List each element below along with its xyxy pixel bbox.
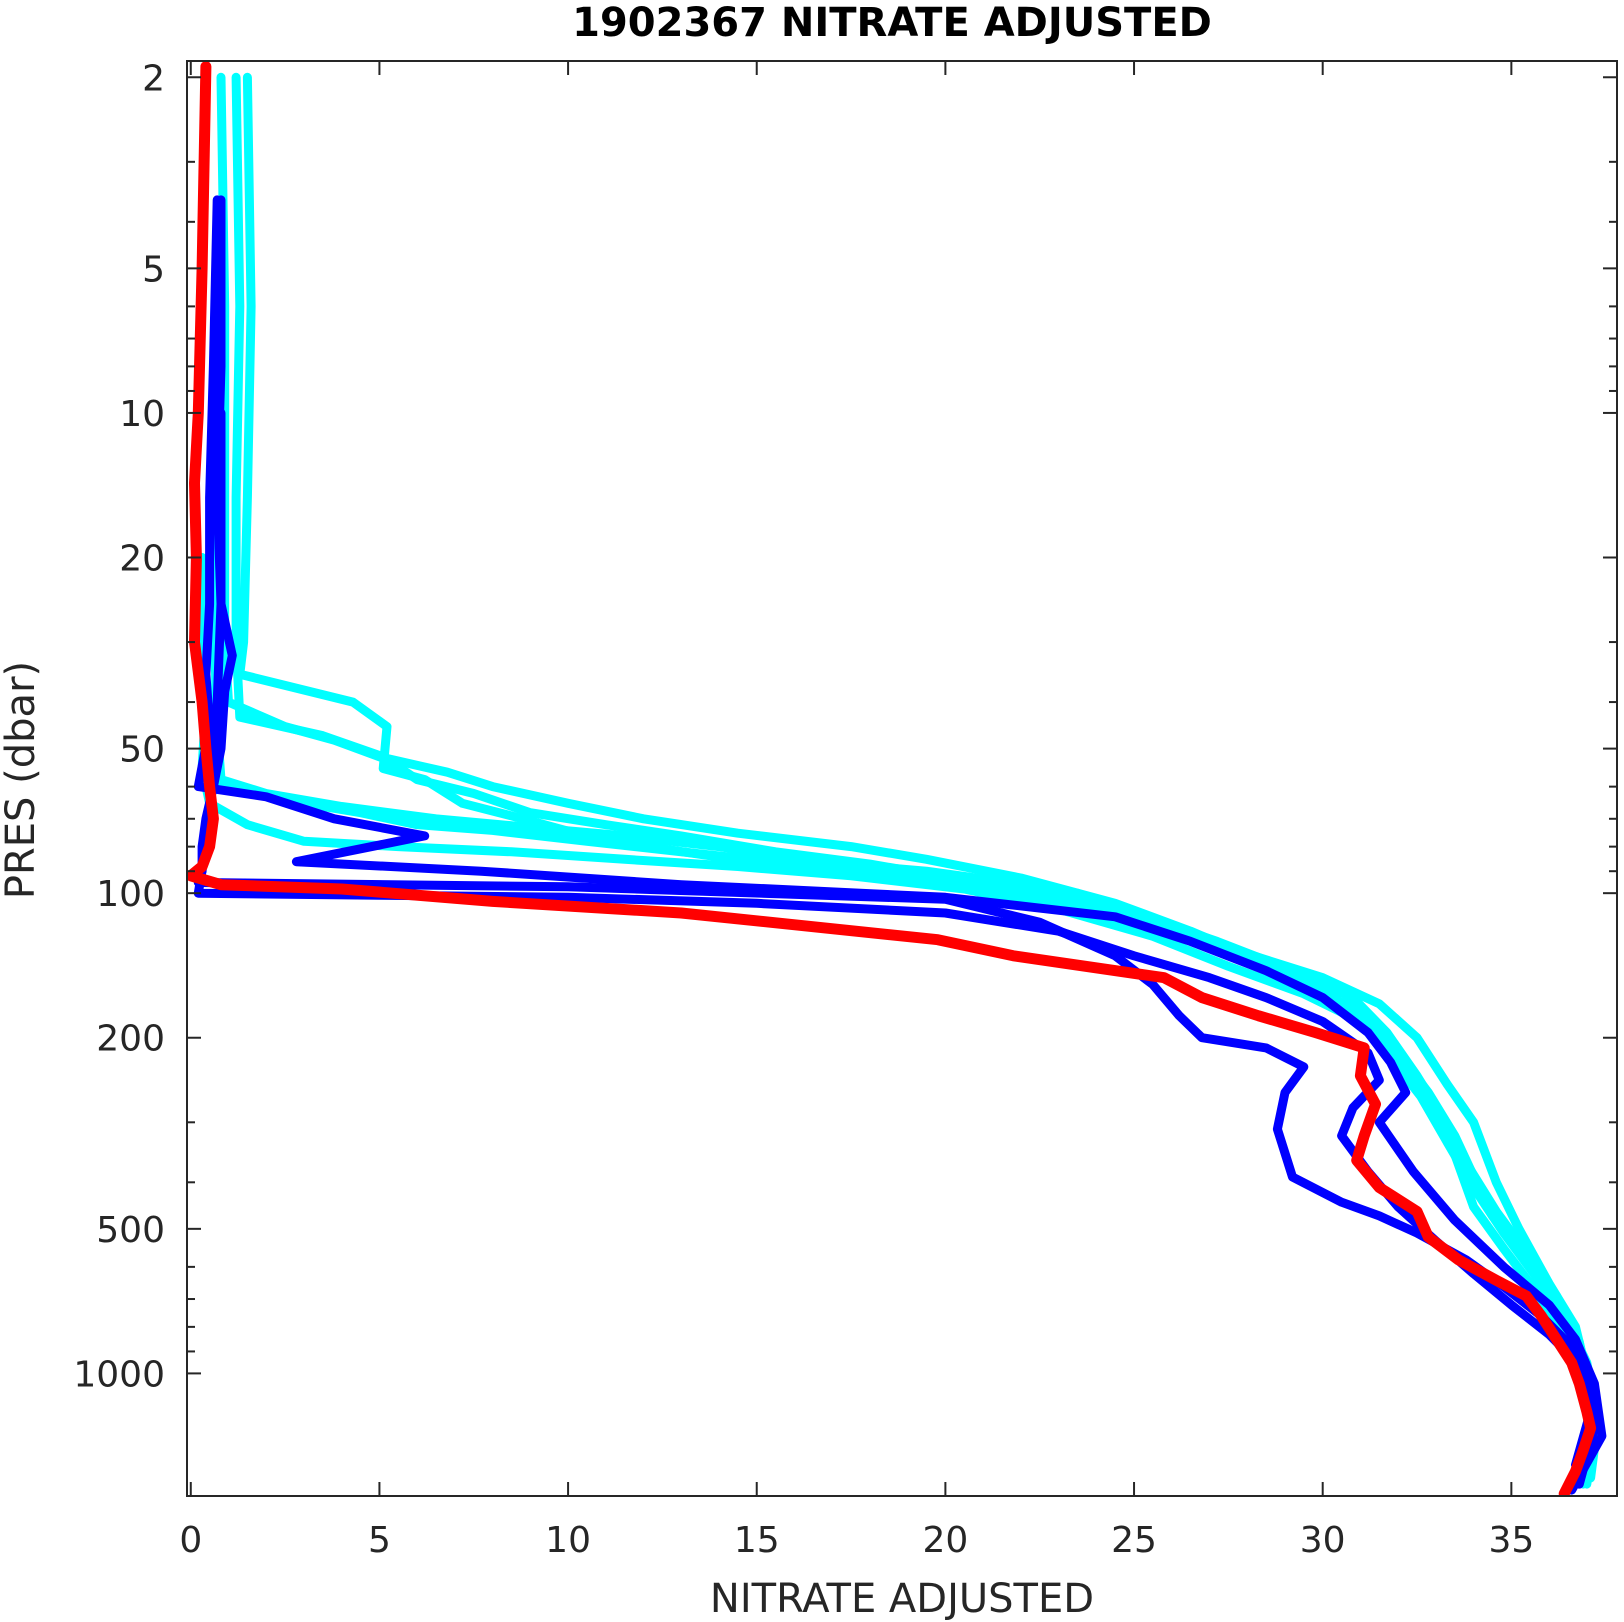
y-tick-label: 10 (119, 394, 165, 435)
y-tick-label: 2 (142, 58, 165, 99)
y-tick-label: 1000 (73, 1354, 165, 1395)
profile-line-5 (197, 553, 1599, 1483)
profile-line-7 (193, 195, 1607, 1495)
y-tick-label: 50 (119, 730, 165, 771)
series-layer (187, 61, 1607, 1496)
x-tick-label: 30 (1300, 1520, 1346, 1561)
x-tick-label: 5 (368, 1520, 391, 1561)
y-axis-label: PRES (dbar) (0, 661, 44, 899)
x-tick-label: 15 (734, 1520, 780, 1561)
x-tick-label: 35 (1488, 1520, 1534, 1561)
chart-title: 1902367 NITRATE ADJUSTED (572, 0, 1212, 46)
y-tick-label: 100 (96, 874, 165, 915)
profile-line-4 (208, 478, 1599, 1470)
profile-line-3 (231, 72, 1603, 1483)
y-tick-label: 20 (119, 538, 165, 579)
plot-area-frame (186, 60, 1618, 1497)
profile-line-1 (235, 72, 1599, 1489)
profile-line-10 (187, 61, 1597, 1496)
y-tick-label: 200 (96, 1019, 165, 1060)
x-axis-label: NITRATE ADJUSTED (710, 1576, 1094, 1622)
x-tick-label: 10 (545, 1520, 591, 1561)
x-tick-label: 20 (922, 1520, 968, 1561)
y-tick-label: 5 (142, 249, 165, 290)
x-tick-label: 0 (179, 1520, 202, 1561)
y-tick-label: 500 (96, 1210, 165, 1251)
x-tick-label: 25 (1111, 1520, 1157, 1561)
profile-line-6 (208, 599, 1596, 1463)
